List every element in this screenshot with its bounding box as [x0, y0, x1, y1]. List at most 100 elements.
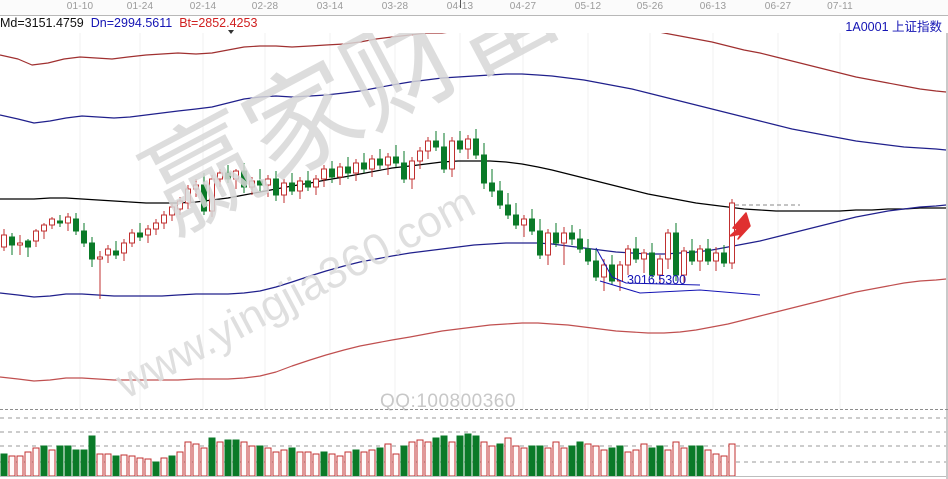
candle-body-down[interactable]: [377, 158, 383, 166]
candle-body-down[interactable]: [505, 204, 511, 216]
volume-bar-up[interactable]: [360, 451, 368, 477]
candle-body-up[interactable]: [33, 230, 39, 242]
candle-body-down[interactable]: [257, 180, 263, 186]
volume-bar-down[interactable]: [696, 445, 704, 477]
volume-bar-down[interactable]: [400, 445, 408, 477]
candle-body-down[interactable]: [273, 178, 279, 196]
volume-bar-up[interactable]: [712, 453, 720, 477]
volume-bar-up[interactable]: [600, 449, 608, 477]
volume-bar-down[interactable]: [64, 445, 72, 477]
candle-body-down[interactable]: [393, 156, 399, 164]
volume-bar-down[interactable]: [88, 435, 96, 477]
candle-body-down[interactable]: [529, 218, 535, 232]
volume-bar-up[interactable]: [720, 455, 728, 477]
volume-bar-up[interactable]: [592, 445, 600, 477]
volume-bar-up[interactable]: [24, 451, 32, 477]
candle-body-down[interactable]: [9, 236, 15, 246]
volume-bar-down[interactable]: [576, 441, 584, 477]
volume-bar-up[interactable]: [296, 451, 304, 477]
volume-bar-down[interactable]: [56, 445, 64, 477]
volume-bar-up[interactable]: [672, 441, 680, 477]
volume-bar-up[interactable]: [416, 439, 424, 477]
candle-body-down[interactable]: [481, 154, 487, 184]
volume-bar-up[interactable]: [128, 455, 136, 477]
candle-body-down[interactable]: [457, 140, 463, 150]
candle-body-up[interactable]: [385, 156, 391, 166]
candle-body-up[interactable]: [601, 264, 607, 278]
volume-bar-up[interactable]: [520, 447, 528, 477]
volume-bar-down[interactable]: [432, 437, 440, 477]
volume-bar-up[interactable]: [392, 453, 400, 477]
candle-body-up[interactable]: [121, 242, 127, 254]
volume-bar-down[interactable]: [496, 443, 504, 477]
volume-bar-down[interactable]: [152, 461, 160, 477]
candle-body-up[interactable]: [561, 232, 567, 244]
candle-body-down[interactable]: [89, 242, 95, 260]
candle-body-up[interactable]: [417, 150, 423, 162]
volume-bar-up[interactable]: [192, 443, 200, 477]
volume-bar-down[interactable]: [288, 447, 296, 477]
volume-bar-up[interactable]: [368, 449, 376, 477]
volume-bar-up[interactable]: [216, 441, 224, 477]
candle-body-up[interactable]: [521, 218, 527, 226]
candle-body-down[interactable]: [81, 230, 87, 244]
volume-bar-up[interactable]: [144, 458, 152, 477]
volume-bar-up[interactable]: [704, 449, 712, 477]
candle-body-up[interactable]: [17, 242, 23, 246]
candle-body-down[interactable]: [113, 250, 119, 256]
volume-bar-up[interactable]: [728, 443, 736, 477]
volume-bar-down[interactable]: [688, 445, 696, 477]
volume-bar-up[interactable]: [448, 441, 456, 477]
candle-body-down[interactable]: [73, 218, 79, 232]
volume-bar-up[interactable]: [624, 451, 632, 477]
candle-body-up[interactable]: [617, 264, 623, 282]
volume-bar-up[interactable]: [104, 453, 112, 477]
volume-bar-up[interactable]: [96, 453, 104, 477]
volume-bar-down[interactable]: [232, 439, 240, 477]
candle-body-up[interactable]: [185, 188, 191, 204]
candle-body-down[interactable]: [25, 240, 31, 248]
candle-body-down[interactable]: [593, 260, 599, 278]
volume-bar-down[interactable]: [464, 433, 472, 477]
volume-bar-up[interactable]: [552, 441, 560, 477]
candle-body-up[interactable]: [425, 140, 431, 152]
candle-body-up[interactable]: [217, 172, 223, 180]
candle-body-down[interactable]: [329, 168, 335, 178]
volume-bar-up[interactable]: [512, 445, 520, 477]
volume-bar-up[interactable]: [280, 449, 288, 477]
volume-bar-up[interactable]: [240, 441, 248, 477]
candle-body-up[interactable]: [641, 252, 647, 260]
candle-body-up[interactable]: [169, 206, 175, 216]
volume-bar-up[interactable]: [488, 445, 496, 477]
volume-bar-down[interactable]: [536, 445, 544, 477]
volume-bar-up[interactable]: [312, 453, 320, 477]
candle-body-up[interactable]: [145, 228, 151, 236]
volume-bar-down[interactable]: [648, 447, 656, 477]
volume-bar-up[interactable]: [136, 457, 144, 477]
candle-body-up[interactable]: [313, 178, 319, 188]
candle-body-down[interactable]: [225, 172, 231, 180]
candle-body-up[interactable]: [449, 140, 455, 170]
volume-bar-up[interactable]: [384, 443, 392, 477]
candlestick-series[interactable]: [1, 129, 735, 299]
volume-bar-down[interactable]: [616, 445, 624, 477]
candle-body-down[interactable]: [289, 182, 295, 192]
candle-body-down[interactable]: [433, 140, 439, 148]
volume-bar-up[interactable]: [424, 441, 432, 477]
volume-chart-svg[interactable]: [0, 410, 948, 479]
volume-bar-up[interactable]: [640, 443, 648, 477]
candle-body-up[interactable]: [193, 184, 199, 190]
volume-panel[interactable]: [0, 410, 948, 479]
volume-bar-up[interactable]: [480, 441, 488, 477]
candle-body-up[interactable]: [697, 248, 703, 262]
volume-bar-down[interactable]: [224, 439, 232, 477]
candle-body-down[interactable]: [689, 250, 695, 262]
candle-body-up[interactable]: [1, 234, 7, 248]
candle-body-up[interactable]: [713, 252, 719, 262]
volume-bar-down[interactable]: [72, 449, 80, 477]
candle-body-up[interactable]: [49, 218, 55, 226]
volume-bar-down[interactable]: [608, 447, 616, 477]
candle-body-up[interactable]: [249, 180, 255, 188]
candle-body-up[interactable]: [665, 232, 671, 260]
volume-bar-down[interactable]: [376, 447, 384, 477]
